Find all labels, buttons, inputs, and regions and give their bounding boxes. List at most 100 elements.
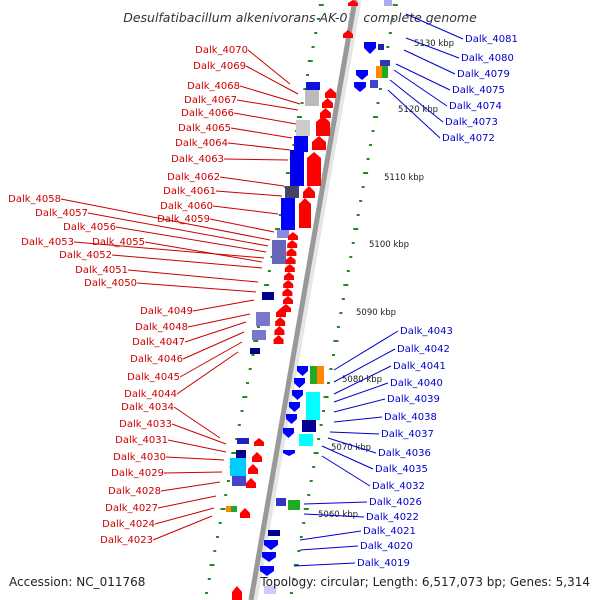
leader-line [209, 218, 275, 233]
forward-gene-arrow [312, 136, 326, 150]
gc-dot [205, 592, 209, 594]
gene-block [305, 90, 319, 106]
kbp-tick-label: 5110 kbp [384, 173, 424, 183]
leader-line [179, 341, 243, 378]
leader-line [165, 456, 225, 461]
gene-block [264, 586, 276, 594]
gene-block [231, 506, 237, 512]
leader-line [247, 49, 291, 85]
leader-line [293, 562, 356, 567]
gc-dot [309, 480, 313, 482]
gc-dot [267, 270, 271, 272]
leader-line [192, 299, 255, 312]
leader-line [329, 431, 380, 435]
forward-gene-arrow [303, 186, 315, 198]
gc-dot [388, 32, 392, 34]
gene-label: Dalk_4033 [119, 419, 172, 430]
gene-label: Dalk_4072 [442, 133, 495, 144]
forward-gene-arrow [325, 88, 336, 98]
leader-line [387, 89, 441, 139]
forward-gene-arrow [287, 240, 298, 248]
reverse-gene-arrow [283, 450, 295, 456]
leader-line [73, 241, 265, 259]
gc-dot [307, 60, 313, 62]
gc-dot [359, 200, 363, 202]
gc-dot [275, 228, 281, 230]
genome-backbone [248, 0, 358, 600]
forward-gene-arrow [246, 478, 256, 488]
gc-dot [231, 452, 237, 454]
gene-label: Dalk_4073 [445, 117, 498, 128]
gc-dot [366, 158, 370, 160]
forward-gene-arrow [273, 335, 284, 344]
leader-line [299, 545, 359, 551]
gc-dot [333, 340, 339, 342]
gc-dot [248, 368, 252, 370]
leader-line [327, 437, 377, 454]
forward-gene-arrow [276, 308, 286, 317]
gene-label: Dalk_4029 [111, 468, 164, 479]
forward-gene-arrow [240, 508, 250, 518]
gene-block [276, 498, 286, 506]
leader-line [321, 455, 371, 487]
gene-label: Dalk_4036 [378, 448, 431, 459]
gene-label: Dalk_4060 [160, 201, 213, 212]
gc-dot [361, 186, 365, 188]
leader-line [171, 423, 227, 445]
gc-dot [339, 312, 343, 314]
gene-label: Dalk_4022 [366, 512, 419, 523]
gene-label: Dalk_4061 [163, 186, 216, 197]
gene-label: Dalk_4059 [157, 214, 210, 225]
gene-block [294, 136, 308, 152]
gene-label: Dalk_4056 [63, 222, 116, 233]
gene-label: Dalk_4050 [84, 278, 137, 289]
reverse-gene-arrow [289, 402, 300, 412]
gene-block [285, 186, 299, 198]
gene-label: Dalk_4041 [393, 361, 446, 372]
leader-line [115, 226, 267, 253]
gene-label: Dalk_4047 [132, 337, 185, 348]
gene-block [299, 434, 313, 446]
gc-dot [278, 214, 282, 216]
leader-line [233, 112, 297, 125]
leader-line [176, 351, 239, 395]
gene-label: Dalk_4042 [397, 344, 450, 355]
gc-dot [323, 396, 329, 398]
gc-dot [289, 592, 293, 594]
forward-gene-arrow [320, 108, 331, 118]
gene-label: Dalk_4058 [8, 194, 61, 205]
gc-dot [353, 228, 359, 230]
gc-dot [391, 18, 395, 20]
gene-label: Dalk_4024 [102, 519, 155, 530]
forward-gene-arrow [274, 326, 285, 335]
gene-block [380, 60, 390, 66]
forward-gene-arrow [348, 0, 358, 6]
gene-label: Dalk_4064 [175, 138, 228, 149]
gene-label: Dalk_4067 [184, 95, 237, 106]
leader-line [163, 471, 223, 474]
gene-label: Dalk_4043 [400, 326, 453, 337]
leader-line [60, 198, 271, 241]
leader-line [227, 142, 291, 151]
leader-line [152, 515, 213, 541]
reverse-gene-arrow [283, 428, 294, 438]
gene-block [306, 82, 320, 90]
gc-dot [215, 536, 219, 538]
leader-line [303, 513, 365, 518]
gene-label: Dalk_4074 [449, 101, 502, 112]
gc-dot [341, 298, 345, 300]
gene-label: Dalk_4052 [59, 250, 112, 261]
gene-block [226, 506, 231, 512]
reverse-gene-arrow [356, 70, 368, 80]
gc-dot [386, 46, 390, 48]
gc-dot [242, 396, 248, 398]
gene-label: Dalk_4049 [140, 306, 193, 317]
gene-block [252, 330, 266, 340]
gc-dot [369, 144, 373, 146]
gc-dot [322, 410, 326, 412]
gc-dot [343, 284, 349, 286]
gene-block [281, 198, 295, 230]
gc-dot [319, 424, 323, 426]
gene-label: Dalk_4026 [369, 497, 422, 508]
leader-line [223, 158, 289, 161]
